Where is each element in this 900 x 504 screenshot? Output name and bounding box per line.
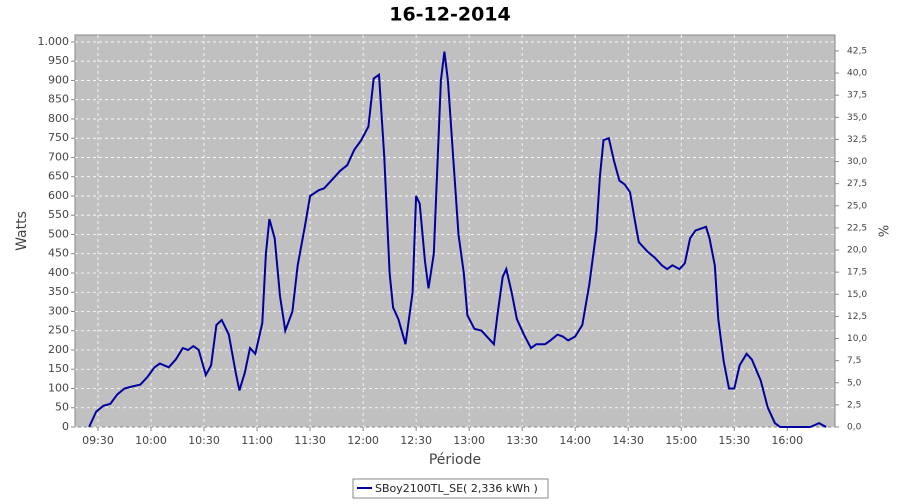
y-tick-label: 750 — [48, 131, 69, 144]
y2-tick-label: 27,5 — [847, 179, 867, 189]
x-tick-label: 10:30 — [188, 434, 220, 447]
y-tick-label: 350 — [48, 285, 69, 298]
y-tick-label: 50 — [55, 401, 69, 414]
y-tick-label: 800 — [48, 112, 69, 125]
y-tick-label: 150 — [48, 362, 69, 375]
y2-tick-label: 37,5 — [847, 91, 867, 101]
y2-tick-label: 0,0 — [847, 423, 862, 433]
x-tick-label: 10:00 — [135, 434, 167, 447]
x-tick-label: 11:30 — [294, 434, 326, 447]
y-tick-label: 1.000 — [38, 35, 70, 48]
y-tick-label: 250 — [48, 324, 69, 337]
x-tick-label: 12:00 — [347, 434, 379, 447]
x-tick-label: 13:00 — [453, 434, 485, 447]
legend — [352, 478, 549, 499]
y-tick-label: 450 — [48, 247, 69, 260]
x-tick-label: 11:00 — [241, 434, 273, 447]
y2-tick-label: 15,0 — [847, 290, 867, 300]
y-tick-label: 200 — [48, 343, 69, 356]
y-tick-label: 550 — [48, 208, 69, 221]
y2-tick-label: 22,5 — [847, 223, 867, 233]
x-tick-label: 14:00 — [559, 434, 591, 447]
x-tick-label: 15:00 — [665, 434, 697, 447]
y2-tick-label: 30,0 — [847, 157, 867, 167]
x-tick-label: 13:30 — [506, 434, 538, 447]
y2-tick-label: 10,0 — [847, 334, 867, 344]
y-tick-label: 950 — [48, 54, 69, 67]
y-tick-label: 650 — [48, 170, 69, 183]
x-axis-label: Période — [429, 452, 481, 468]
y-tick-label: 700 — [48, 150, 69, 163]
y-axis-label: Watts — [14, 211, 30, 251]
y-tick-label: 850 — [48, 93, 69, 106]
x-tick-label: 16:00 — [771, 434, 803, 447]
y-tick-label: 0 — [62, 420, 69, 433]
y2-tick-label: 2,5 — [847, 400, 861, 410]
y2-tick-label: 12,5 — [847, 312, 867, 322]
y2-tick-label: 32,5 — [847, 135, 867, 145]
y2-axis-label: % — [875, 225, 890, 237]
y-tick-label: 100 — [48, 381, 69, 394]
legend-label: SBoy2100TL_SE( 2,336 kWh ) — [375, 482, 538, 495]
chart-title: 16-12-2014 — [389, 4, 511, 26]
y2-tick-label: 5,0 — [847, 378, 862, 388]
y2-tick-label: 42,5 — [847, 46, 867, 56]
y-tick-label: 900 — [48, 73, 69, 86]
y-tick-label: 600 — [48, 189, 69, 202]
y2-tick-label: 7,5 — [847, 356, 861, 366]
y2-tick-label: 20,0 — [847, 246, 867, 256]
y-tick-label: 400 — [48, 266, 69, 279]
y2-tick-label: 35,0 — [847, 113, 867, 123]
x-tick-label: 09:30 — [82, 434, 114, 447]
y2-tick-label: 17,5 — [847, 268, 867, 278]
plot-area — [74, 34, 836, 428]
y2-tick-label: 40,0 — [847, 69, 867, 79]
x-tick-label: 14:30 — [612, 434, 644, 447]
y-tick-label: 300 — [48, 304, 69, 317]
x-tick-label: 12:30 — [400, 434, 432, 447]
line-series — [88, 51, 827, 428]
x-tick-label: 15:30 — [718, 434, 750, 447]
y-tick-label: 500 — [48, 227, 69, 240]
y2-tick-label: 25,0 — [847, 201, 867, 211]
